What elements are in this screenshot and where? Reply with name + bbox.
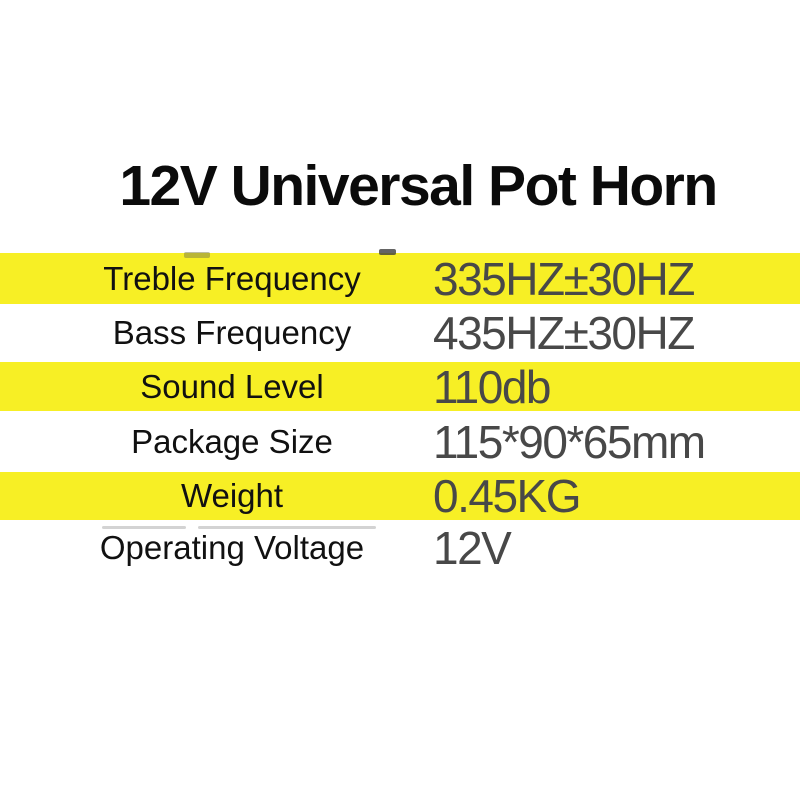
spec-label: Treble Frequency [103, 259, 361, 297]
erased-text-artifact [184, 252, 210, 258]
spec-row-weight: Weight 0.45KG [0, 470, 800, 522]
spec-row-package-size: Package Size 115*90*65mm [0, 411, 800, 472]
spec-value: 110db [433, 360, 552, 413]
spec-label: Package Size [131, 422, 333, 460]
product-title: 12V Universal Pot Horn [119, 154, 718, 218]
erased-text-artifact [379, 249, 396, 255]
spec-label: Operating Voltage [99, 529, 365, 566]
spec-value: 335HZ±30HZ [433, 252, 695, 305]
spec-label: Bass Frequency [112, 314, 352, 351]
spec-row-operating-voltage: Operating Voltage 12V [0, 520, 800, 576]
spec-value: 0.45KG [433, 470, 582, 522]
spec-row-bass-frequency: Bass Frequency 435HZ±30HZ [0, 304, 800, 362]
spec-label: Weight [180, 477, 284, 514]
spec-value: 12V [433, 522, 512, 574]
erased-text-artifact [198, 526, 376, 529]
spec-value: 115*90*65mm [433, 415, 706, 468]
spec-label: Sound Level [140, 367, 324, 405]
spec-row-sound-level: Sound Level 110db [0, 360, 800, 413]
spec-value: 435HZ±30HZ [433, 307, 695, 359]
spec-row-treble-frequency: Treble Frequency 335HZ±30HZ [0, 252, 800, 305]
erased-text-artifact [102, 526, 186, 529]
